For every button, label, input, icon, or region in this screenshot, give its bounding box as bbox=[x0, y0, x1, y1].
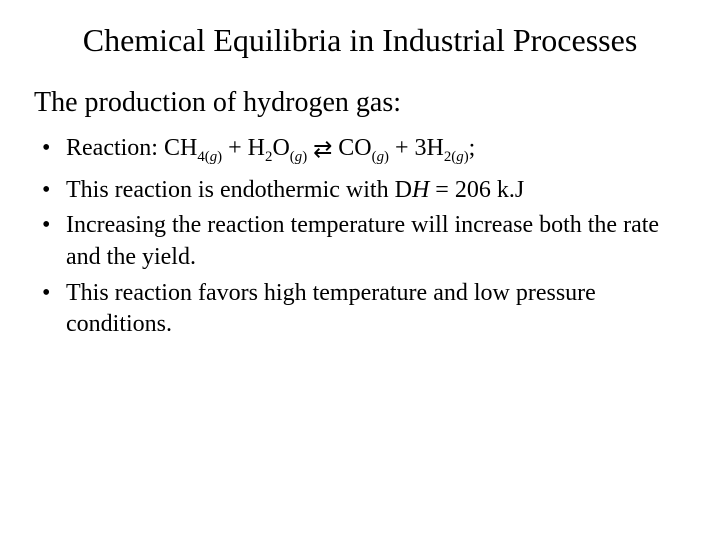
co-text: CO bbox=[332, 135, 371, 161]
bullet-reaction: Reaction: CH4(g) + H2O(g) ⇄ CO(g) + 3H2(… bbox=[40, 133, 686, 165]
endo-text-b: = 206 k.J bbox=[429, 177, 524, 203]
reaction-label: Reaction: bbox=[66, 135, 164, 161]
slide-subtitle: The production of hydrogen gas: bbox=[34, 87, 686, 119]
bullet-conditions: This reaction favors high temperature an… bbox=[40, 278, 686, 341]
ch-text: CH bbox=[164, 135, 197, 161]
sub-g1: (g) bbox=[205, 149, 222, 165]
o-text: O bbox=[272, 135, 289, 161]
delta-symbol: D bbox=[395, 177, 412, 203]
equilibrium-arrow-icon: ⇄ bbox=[313, 135, 332, 165]
slide: Chemical Equilibria in Industrial Proces… bbox=[0, 0, 720, 540]
slide-title: Chemical Equilibria in Industrial Proces… bbox=[34, 22, 686, 59]
sub-g2: (g) bbox=[290, 149, 307, 165]
plus-3h: + 3H bbox=[389, 135, 444, 161]
bullet-temperature: Increasing the reaction temperature will… bbox=[40, 210, 686, 273]
h-italic: H bbox=[412, 177, 429, 203]
plus-h: + H bbox=[222, 135, 265, 161]
bullet-endothermic: This reaction is endothermic with DH = 2… bbox=[40, 175, 686, 207]
sub-4: 4 bbox=[197, 149, 204, 165]
semicolon: ; bbox=[469, 135, 476, 161]
sub-g4: (g) bbox=[451, 149, 468, 165]
endo-text-a: This reaction is endothermic with bbox=[66, 177, 395, 203]
bullet-list: Reaction: CH4(g) + H2O(g) ⇄ CO(g) + 3H2(… bbox=[34, 133, 686, 341]
sub-g3: (g) bbox=[372, 149, 389, 165]
